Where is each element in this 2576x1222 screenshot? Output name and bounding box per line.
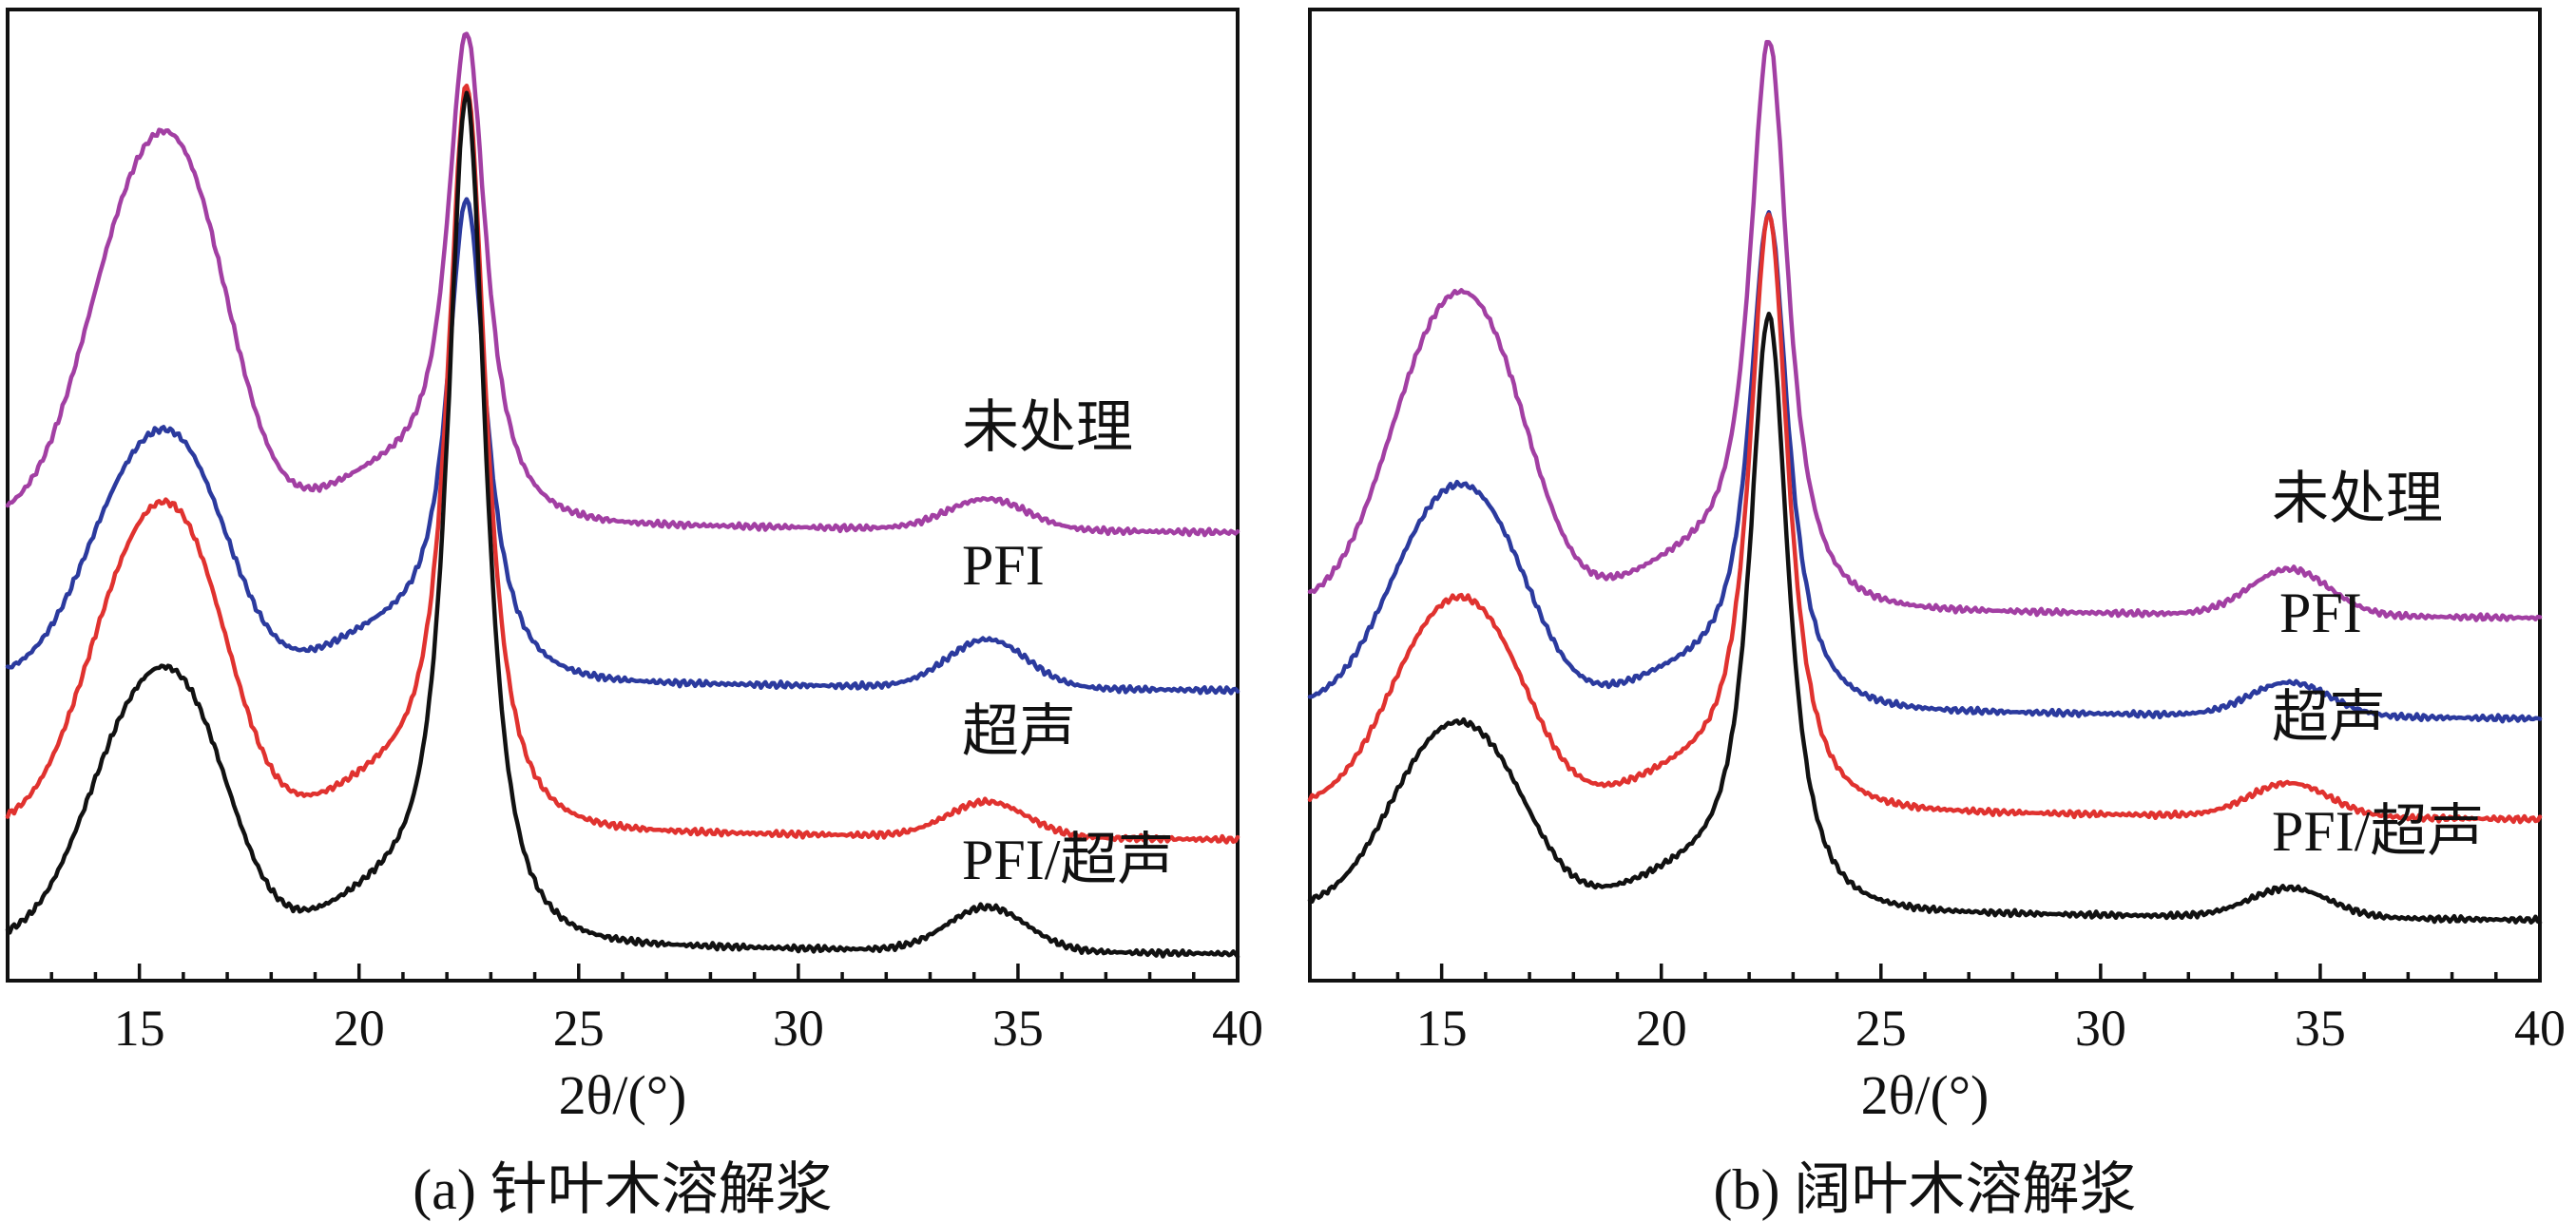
x-tick-label: 20 [334, 1000, 385, 1057]
series-line-1 [5, 197, 1240, 696]
series-label-1: PFI [2279, 582, 2362, 644]
series-line-2 [5, 84, 1240, 845]
x-tick-label: 35 [2295, 1000, 2346, 1057]
series-line-2 [1307, 212, 2543, 825]
series-line-3 [1307, 312, 2543, 926]
series-line-3 [5, 90, 1240, 960]
x-tick-label: 40 [2514, 1000, 2566, 1057]
series-line-0 [1307, 39, 2543, 622]
x-axis-label: 2θ/(°) [1861, 1064, 1990, 1126]
x-tick-label: 20 [1636, 1000, 1687, 1057]
series-line-0 [5, 31, 1240, 538]
x-tick-label: 25 [1855, 1000, 1907, 1057]
x-tick-label: 40 [1212, 1000, 1263, 1057]
x-tick-label: 15 [114, 1000, 165, 1057]
series-label-2: 超声 [962, 700, 1076, 763]
x-tick-label: 15 [1416, 1000, 1468, 1057]
series-label-2: 超声 [2272, 686, 2386, 749]
series-label-3: PFI/超声 [962, 829, 1174, 891]
x-tick-label: 30 [2075, 1000, 2126, 1057]
panel-hardwood: 15 20 25 30 35 40 2θ/(°) (b) 阔叶木溶解浆 未处理 PFI 超声 PFI/… [1307, 8, 2566, 1221]
series-line-1 [1307, 210, 2543, 724]
panel-caption: (a) 针叶木溶解浆 [413, 1158, 833, 1221]
panel-caption: (b) 阔叶木溶解浆 [1714, 1158, 2137, 1221]
series-label-3: PFI/超声 [2272, 800, 2484, 863]
series-label-0: 未处理 [962, 396, 1133, 459]
x-axis-label: 2θ/(°) [559, 1064, 687, 1126]
x-tick-label: 35 [992, 1000, 1044, 1057]
x-tick-label: 30 [773, 1000, 824, 1057]
series-label-1: PFI [962, 534, 1045, 597]
panel-softwood: 15 20 25 30 35 40 2θ/(°) (a) 针叶木溶解浆 未处理 PFI 超声 PFI/… [5, 8, 1263, 1221]
x-tick-label: 25 [553, 1000, 605, 1057]
series-label-0: 未处理 [2272, 468, 2443, 530]
